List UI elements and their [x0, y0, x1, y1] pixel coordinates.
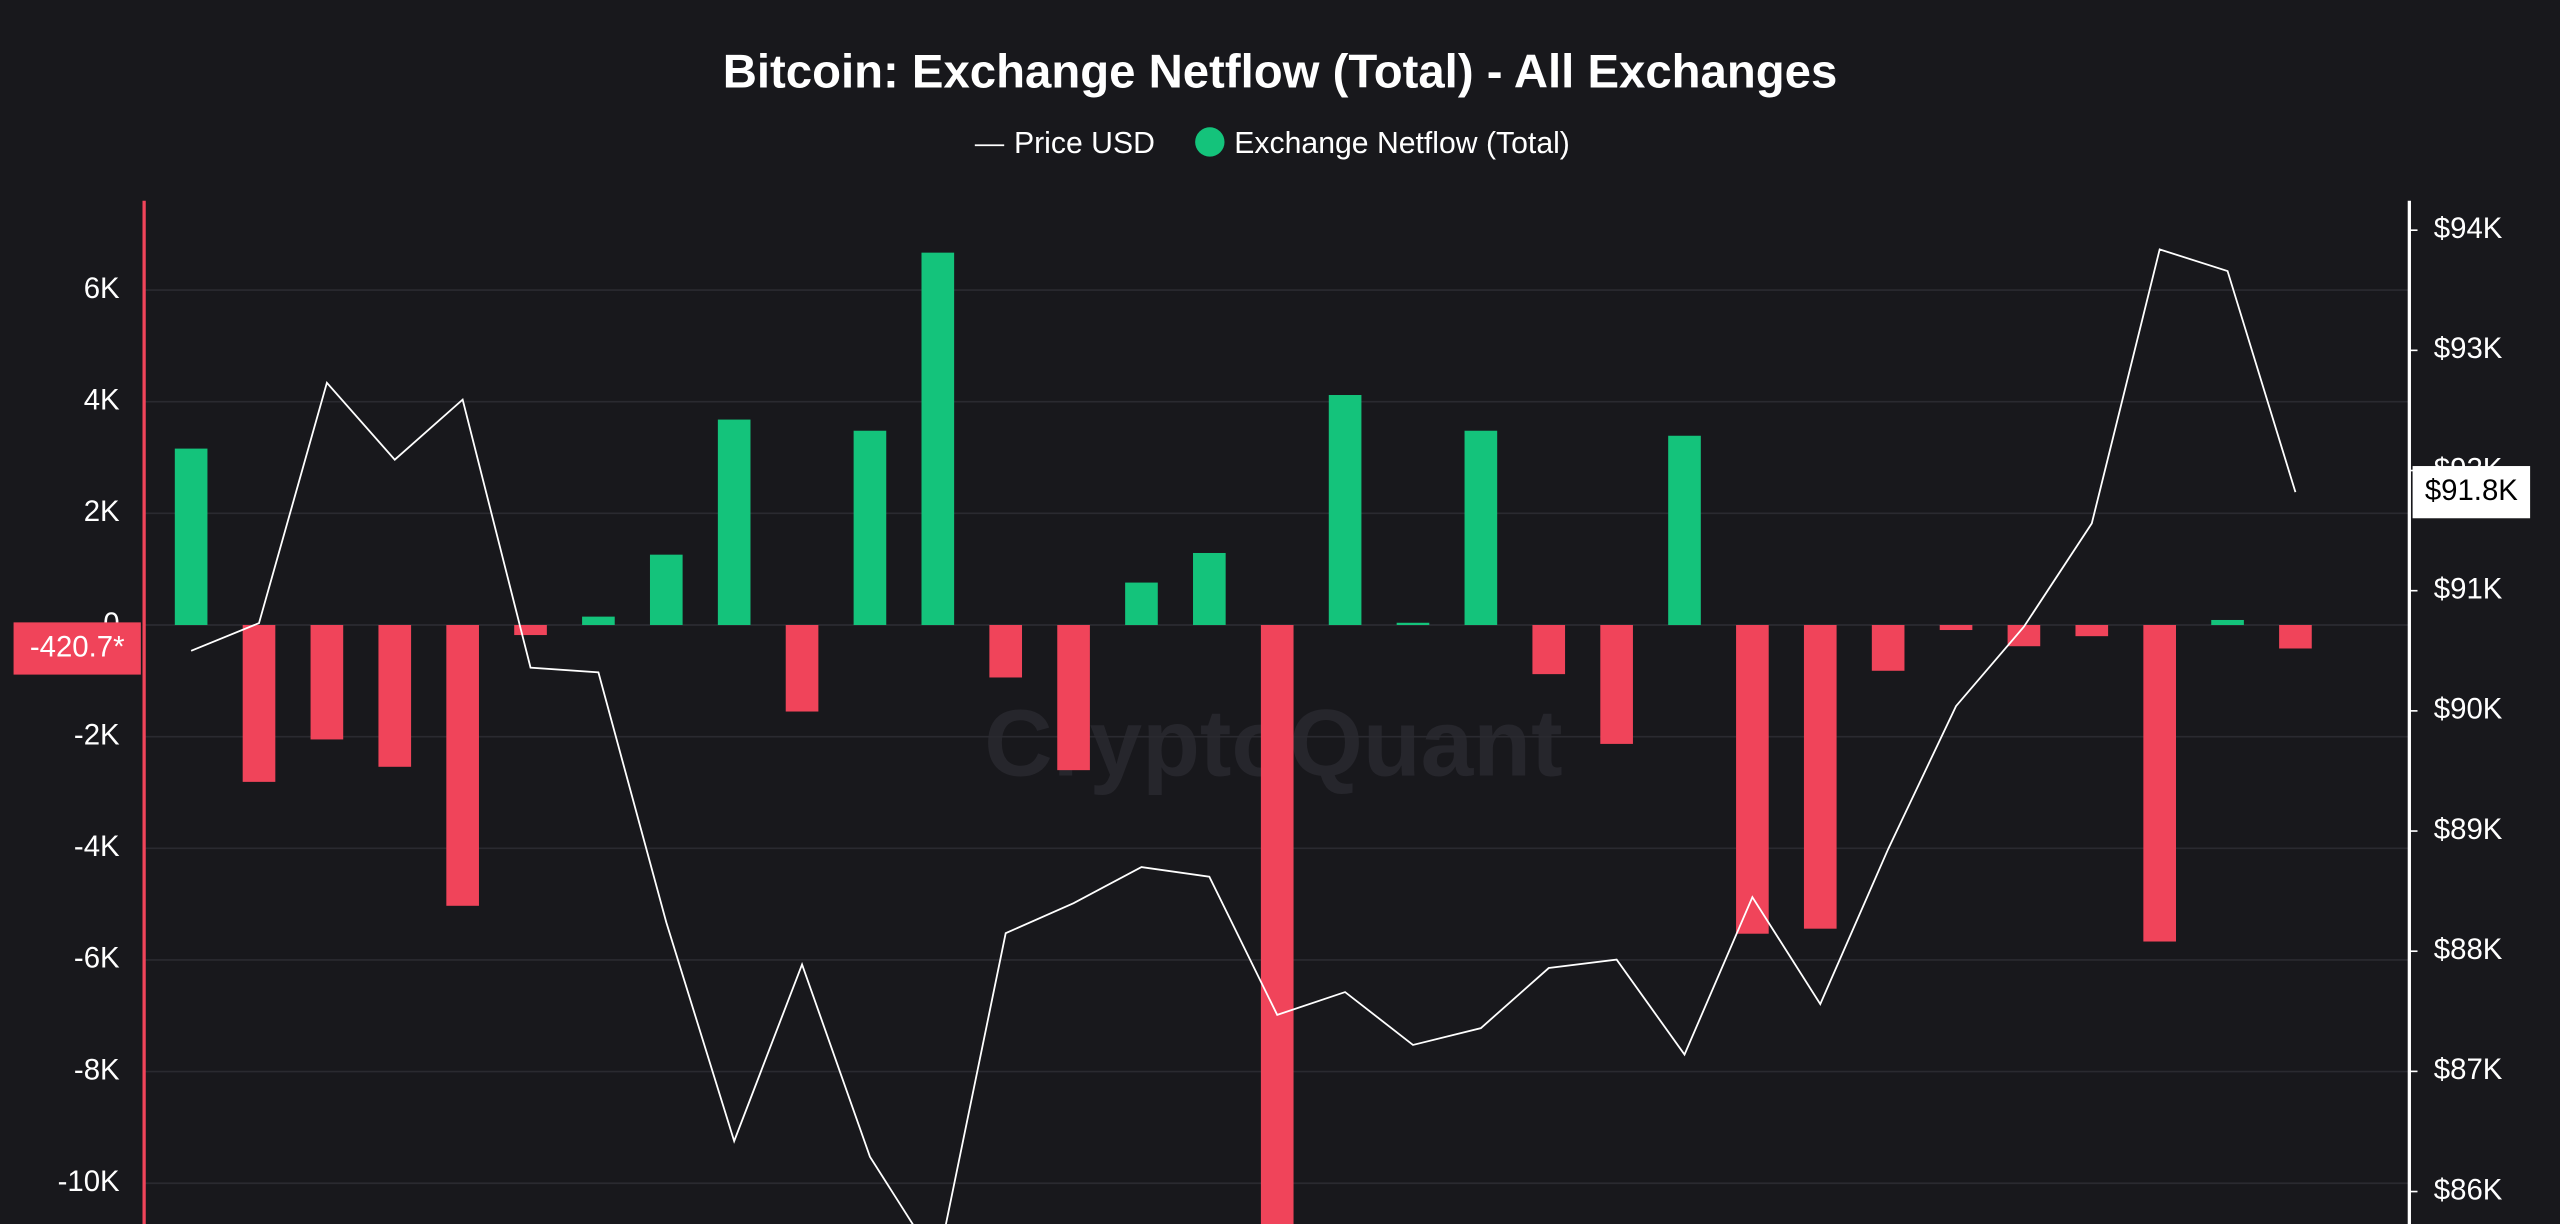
y2-tick-label: $86K [2434, 1173, 2503, 1206]
bar [785, 625, 819, 712]
bar [1532, 625, 1566, 675]
bar [649, 554, 683, 626]
bar [446, 625, 479, 906]
last-price-badge [2412, 466, 2531, 519]
bar [174, 448, 208, 626]
price-line [190, 248, 2297, 1224]
y2-tick-label: $90K [2434, 693, 2503, 726]
legend-dot [1195, 127, 1225, 157]
bar [2211, 619, 2244, 626]
bar [921, 252, 955, 626]
bar [2143, 625, 2176, 942]
bar [582, 616, 615, 626]
bar [853, 430, 887, 626]
y-tick-label: -8K [74, 1053, 120, 1086]
y-tick-label: -10K [58, 1165, 120, 1198]
y-tick-label: 2K [84, 495, 120, 528]
bar [378, 625, 412, 767]
chart-title: Bitcoin: Exchange Netflow (Total) - All … [723, 46, 1838, 99]
legend-label[interactable]: Exchange Netflow (Total) [1234, 127, 1570, 160]
bar [2279, 625, 2312, 649]
y-tick-label: -2K [74, 718, 120, 751]
bar [1600, 625, 1633, 744]
bar [1939, 625, 1973, 631]
y2-tick-label: $87K [2434, 1053, 2503, 1086]
bar [1057, 625, 1090, 771]
last-price-label: $91.8K [2425, 474, 2518, 507]
y-tick-label: 4K [84, 383, 120, 416]
bar [310, 625, 344, 740]
bar [717, 419, 751, 626]
bar [1871, 625, 1905, 671]
bar [2075, 625, 2109, 637]
bar [1396, 622, 1430, 626]
bar [242, 625, 276, 782]
bar [2007, 625, 2041, 647]
y-tick-label: 6K [84, 272, 120, 305]
bar [1803, 625, 1837, 929]
y2-tick-label: $88K [2434, 933, 2503, 966]
legend-label[interactable]: Price USD [1014, 127, 1155, 160]
y-tick-label: -6K [74, 942, 120, 975]
bar [989, 625, 1023, 678]
bar [1464, 430, 1498, 626]
y2-tick-label: $93K [2434, 332, 2503, 365]
bar [1260, 625, 1294, 1224]
bar [1736, 625, 1769, 934]
bar [1668, 435, 1701, 626]
y2-tick-label: $91K [2434, 572, 2503, 605]
y-tick-label: -4K [74, 830, 120, 863]
bar [1193, 552, 1226, 626]
last-value-label: -420.7* [30, 630, 125, 663]
bar [1125, 582, 1158, 626]
y2-tick-label: $89K [2434, 813, 2503, 846]
last-value-badge [13, 622, 141, 675]
bar [514, 625, 547, 636]
y2-tick-label: $94K [2434, 212, 2503, 245]
bar [1328, 395, 1362, 626]
